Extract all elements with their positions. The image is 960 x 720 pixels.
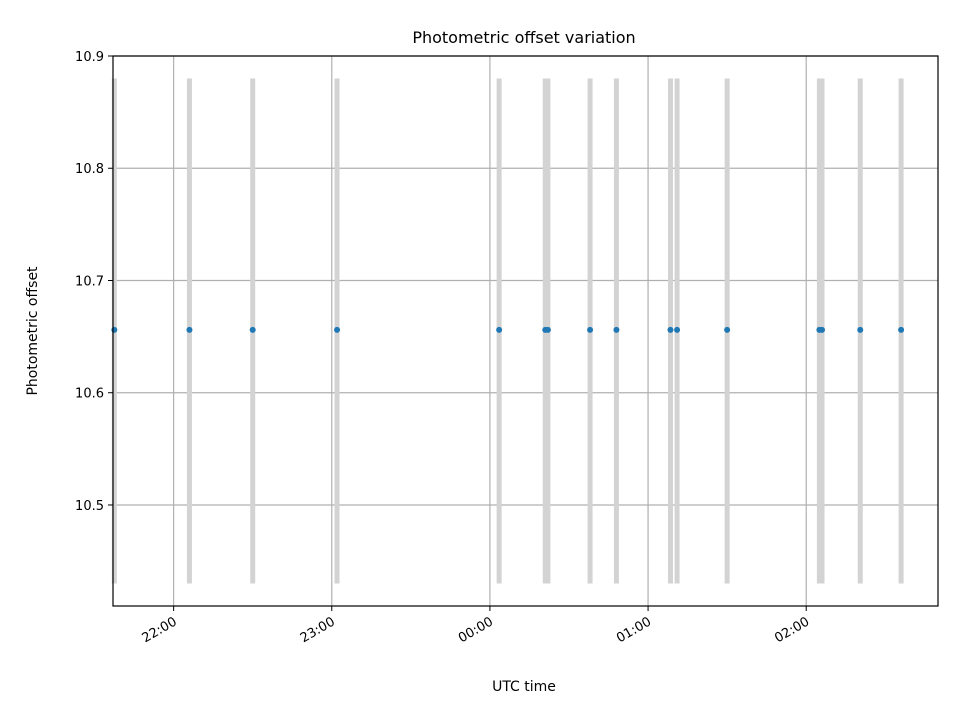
data-point: [249, 326, 256, 333]
x-tick-label: 02:00: [772, 614, 812, 646]
data-point: [587, 326, 594, 333]
data-point: [613, 326, 620, 333]
x-tick-label: 22:00: [140, 614, 180, 646]
y-tick-label: 10.7: [75, 274, 104, 289]
chart-title: Photometric offset variation: [412, 28, 635, 47]
data-point: [496, 326, 503, 333]
y-axis-ticks: 10.5 10.6 10.7 10.8 10.9: [75, 50, 113, 514]
x-axis-label: UTC time: [492, 679, 556, 695]
data-point: [898, 326, 905, 333]
x-tick-label: 23:00: [298, 614, 338, 646]
y-tick-label: 10.5: [75, 499, 104, 514]
grid: [113, 55, 938, 606]
data-points: [111, 326, 905, 333]
y-tick-label: 10.8: [75, 162, 104, 177]
plot-frame: [112, 55, 939, 607]
y-tick-label: 10.9: [75, 50, 104, 65]
data-point: [544, 326, 551, 333]
data-point: [334, 326, 341, 333]
x-tick-label: 01:00: [614, 614, 654, 646]
y-axis-label: Photometric offset: [25, 266, 41, 396]
x-axis-ticks: 22:00 23:00 00:00 01:00 02:00: [140, 606, 812, 646]
data-point: [111, 326, 118, 333]
data-point: [857, 326, 864, 333]
data-point: [724, 326, 731, 333]
data-point: [667, 326, 674, 333]
y-tick-label: 10.6: [75, 387, 104, 402]
data-point: [186, 326, 193, 333]
data-point: [819, 326, 826, 333]
error-bars: [111, 78, 904, 584]
data-point: [674, 326, 681, 333]
x-tick-label: 00:00: [456, 614, 496, 646]
